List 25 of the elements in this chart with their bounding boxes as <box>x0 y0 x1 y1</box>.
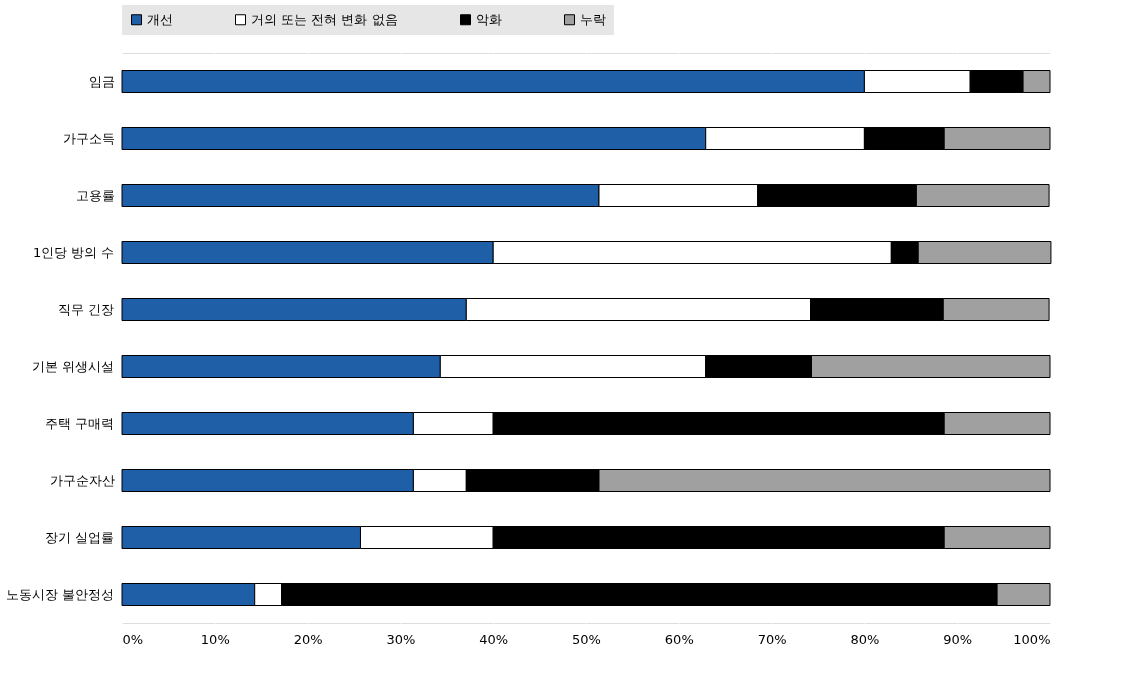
y-tick-label: 가구순자산 <box>49 472 115 488</box>
y-tick-label: 고용률 <box>75 187 115 203</box>
legend-label: 누락 <box>580 11 606 27</box>
x-tick-label: 70% <box>757 631 787 647</box>
x-tick-label: 100% <box>1013 631 1051 647</box>
x-tick-label: 40% <box>479 631 509 647</box>
y-tick-label: 임금 <box>88 73 115 89</box>
y-tick-label: 기본 위생시설 <box>32 358 115 374</box>
x-tick-label: 0% <box>122 631 144 647</box>
x-tick-label: 50% <box>572 631 601 647</box>
y-tick-label: 가구소득 <box>62 130 115 146</box>
y-tick-label: 노동시장 불안정성 <box>6 586 115 602</box>
y-tick-label: 주택 구매력 <box>45 415 115 431</box>
x-tick-label: 10% <box>200 631 230 647</box>
legend-label: 악화 <box>476 11 502 27</box>
y-tick-label: 1인당 방의 수 <box>32 244 115 260</box>
y-tick-label: 장기 실업률 <box>45 529 115 545</box>
x-tick-label: 90% <box>943 631 973 647</box>
x-tick-label: 80% <box>850 631 880 647</box>
x-tick-label: 30% <box>386 631 416 647</box>
x-tick-label: 60% <box>664 631 694 647</box>
legend-label: 거의 또는 전혀 변화 없음 <box>251 11 398 27</box>
x-tick-label: 20% <box>293 631 323 647</box>
y-tick-label: 직무 긴장 <box>58 301 115 317</box>
legend-label: 개선 <box>147 11 173 27</box>
